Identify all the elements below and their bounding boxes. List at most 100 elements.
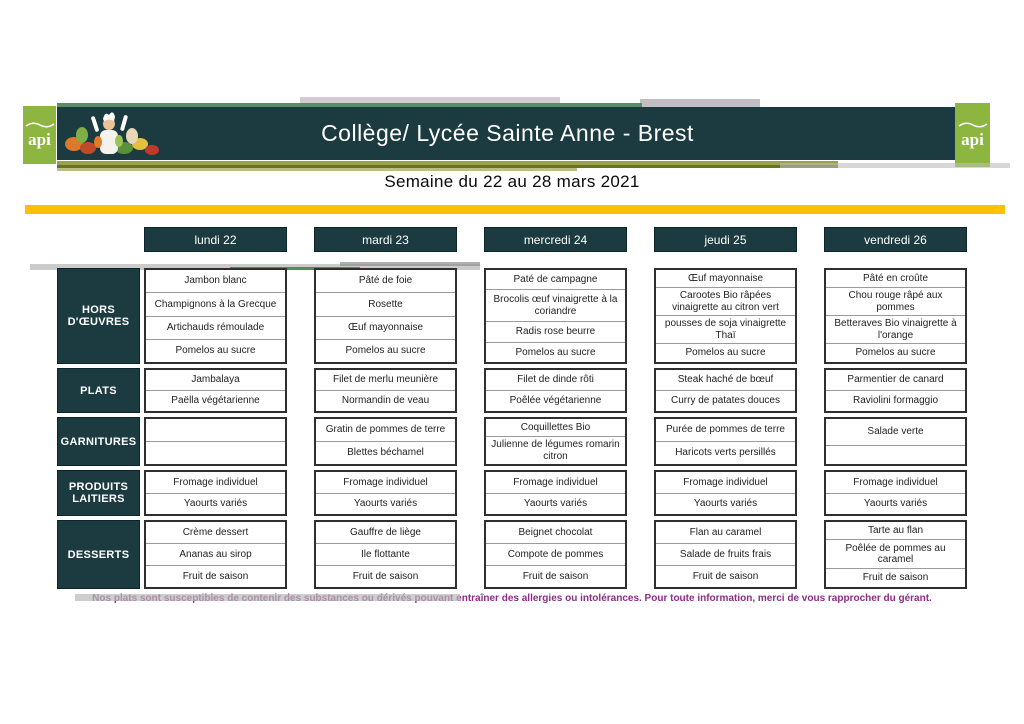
day-header-5: vendredi 26	[824, 227, 967, 252]
menu-cell: Paté de campagne Brocolis œuf vinaigrette…	[484, 268, 627, 364]
menu-item: pousses de soja vinaigrette Thaï	[656, 316, 795, 344]
menu-item: Parmentier de canard	[826, 370, 965, 391]
menu-item: Pâté de foie	[316, 270, 455, 294]
menu-item: Ile flottante	[316, 544, 455, 566]
menu-item: Yaourts variés	[353, 498, 418, 509]
menu-item: Carootes Bio râpées vinaigrette au citro…	[656, 288, 795, 316]
chef-illustration	[65, 112, 159, 155]
menu-item: Betteraves Bio vinaigrette à l'orange	[826, 316, 965, 344]
divider-bar	[25, 205, 1005, 214]
menu-item	[146, 442, 285, 464]
menu-item: Paté de campagne	[486, 270, 625, 291]
menu-item: Raviolini formaggio	[852, 395, 939, 407]
menu-item	[146, 419, 285, 442]
menu-item: Tarte au flan	[826, 522, 965, 540]
menu-item: Brocolis œuf vinaigrette à la coriandre	[486, 290, 625, 323]
menu-cell: Tarte au flan Poêlée de pommes au caramel…	[824, 520, 967, 589]
menu-item: Pomelos au sucre	[685, 347, 766, 359]
menu-item: Fromage individuel	[826, 472, 965, 494]
menu-item: Yaourts variés	[183, 498, 248, 509]
category-band: GARNITURES Gratin de pommes de terre Blett…	[57, 417, 967, 466]
scan-artifact	[640, 99, 760, 107]
category-band: DESSERTS Crème dessert Ananas au sirop Frui…	[57, 520, 967, 589]
menu-item: Filet de merlu meunière	[316, 370, 455, 391]
title-banner: Collège/ Lycée Sainte Anne - Brest	[57, 107, 958, 160]
menu-item: Radis rose beurre	[486, 322, 625, 343]
menu-item: Haricots verts persillés	[675, 447, 776, 459]
category-band: HORS D'ŒUVRES Jambon blanc Champignons à l…	[57, 268, 967, 364]
scan-artifact	[57, 165, 838, 168]
category-band: PLATS Jambalaya Paëlla végétarienne Filet d…	[57, 368, 967, 413]
menu-cell	[144, 417, 287, 466]
menu-item: Poêlée végétarienne	[509, 395, 602, 407]
menu-item: Poêlée de pommes au caramel	[826, 540, 965, 569]
menu-item: Rosette	[316, 293, 455, 317]
day-header-4: jeudi 25	[654, 227, 797, 252]
menu-item: Crème dessert	[146, 522, 285, 544]
menu-item: Gauffre de liège	[316, 522, 455, 544]
menu-item: Coquillettes Bio	[486, 419, 625, 437]
day-header-row: lundi 22 mardi 23 mercredi 24 jeudi 25 vendr…	[144, 227, 967, 252]
menu-item: Pomelos au sucre	[855, 347, 936, 359]
menu-item: Fromage individuel	[656, 472, 795, 494]
menu-item: Yaourts variés	[523, 498, 588, 509]
menu-cell: Flan au caramel Salade de fruits frais Fru…	[654, 520, 797, 589]
menu-item: Yaourts variés	[693, 498, 758, 509]
menu-item: Pâté en croûte	[826, 270, 965, 288]
menu-item: Gratin de pommes de terre	[316, 419, 455, 442]
api-logo-text: api	[961, 130, 984, 149]
menu-item: Jambon blanc	[146, 270, 285, 294]
menu-item: Chou rouge râpé aux pommes	[826, 288, 965, 316]
menu-item: Champignons à la Grecque	[146, 293, 285, 317]
day-header-2: mardi 23	[314, 227, 457, 252]
menu-item: Œuf mayonnaise	[656, 270, 795, 288]
menu-item: Fromage individuel	[486, 472, 625, 494]
menu-cell: Gratin de pommes de terre Blettes béchame…	[314, 417, 457, 466]
menu-item: Flan au caramel	[656, 522, 795, 544]
menu-cell: Pâté de foie Rosette Œuf mayonnaise Pomelos…	[314, 268, 457, 364]
menu-item	[826, 446, 965, 464]
menu-item: Fruit de saison	[352, 570, 419, 582]
menu-cell: Gauffre de liège Ile flottante Fruit de sa…	[314, 520, 457, 589]
menu-cell: Œuf mayonnaise Carootes Bio râpées vinaig…	[654, 268, 797, 364]
menu-cell: Purée de pommes de terre Haricots verts p…	[654, 417, 797, 466]
page-title: Collège/ Lycée Sainte Anne - Brest	[321, 120, 694, 146]
api-wave-icon	[958, 122, 987, 128]
menu-cell: Filet de dinde rôti Poêlée végétarienne	[484, 368, 627, 413]
menu-item: Normandin de veau	[341, 395, 430, 407]
menu-cell: Crème dessert Ananas au sirop Fruit de sai…	[144, 520, 287, 589]
menu-cell: Fromage individuel Yaourts variés	[654, 470, 797, 516]
scan-artifact	[57, 161, 838, 165]
menu-item: Fruit de saison	[692, 570, 759, 582]
api-logo-right: api	[955, 103, 990, 167]
category-band: PRODUITS LAITIERS Fromage individuel Yaour…	[57, 470, 967, 516]
menu-item: Pomelos au sucre	[345, 345, 426, 357]
menu-item: Fruit de saison	[522, 570, 589, 582]
menu-item: Beignet chocolat	[486, 522, 625, 544]
menu-item: Blettes béchamel	[347, 447, 424, 459]
menu-cell: Fromage individuel Yaourts variés	[484, 470, 627, 516]
menu-item: Purée de pommes de terre	[656, 419, 795, 442]
day-header-3: mercredi 24	[484, 227, 627, 252]
category-label: HORS D'ŒUVRES	[57, 268, 140, 364]
category-label: GARNITURES	[57, 417, 140, 466]
menu-cell: Jambalaya Paëlla végétarienne	[144, 368, 287, 413]
menu-item: Fruit de saison	[182, 570, 249, 582]
menu-item: Œuf mayonnaise	[316, 317, 455, 340]
menu-cell: Fromage individuel Yaourts variés	[144, 470, 287, 516]
scan-artifact	[340, 262, 480, 266]
menu-item: Julienne de légumes romarin citron	[491, 439, 620, 462]
menu-cell: Coquillettes Bio Julienne de légumes roma…	[484, 417, 627, 466]
scan-artifact	[300, 97, 560, 103]
menu-cell: Steak haché de bœuf Curry de patates douc…	[654, 368, 797, 413]
menu-cell: Fromage individuel Yaourts variés	[314, 470, 457, 516]
menu-item: Curry de patates douces	[671, 395, 780, 407]
api-logo-text: api	[28, 130, 51, 149]
menu-item: Yaourts variés	[863, 498, 928, 509]
menu-item: Artichauds rémoulade	[146, 317, 285, 340]
menu-item: Compote de pommes	[486, 544, 625, 566]
menu-item: Fromage individuel	[316, 472, 455, 494]
menu-cell: Beignet chocolat Compote de pommes Fruit d…	[484, 520, 627, 589]
menu-cell: Salade verte	[824, 417, 967, 466]
menu-cell: Filet de merlu meunière Normandin de veau	[314, 368, 457, 413]
